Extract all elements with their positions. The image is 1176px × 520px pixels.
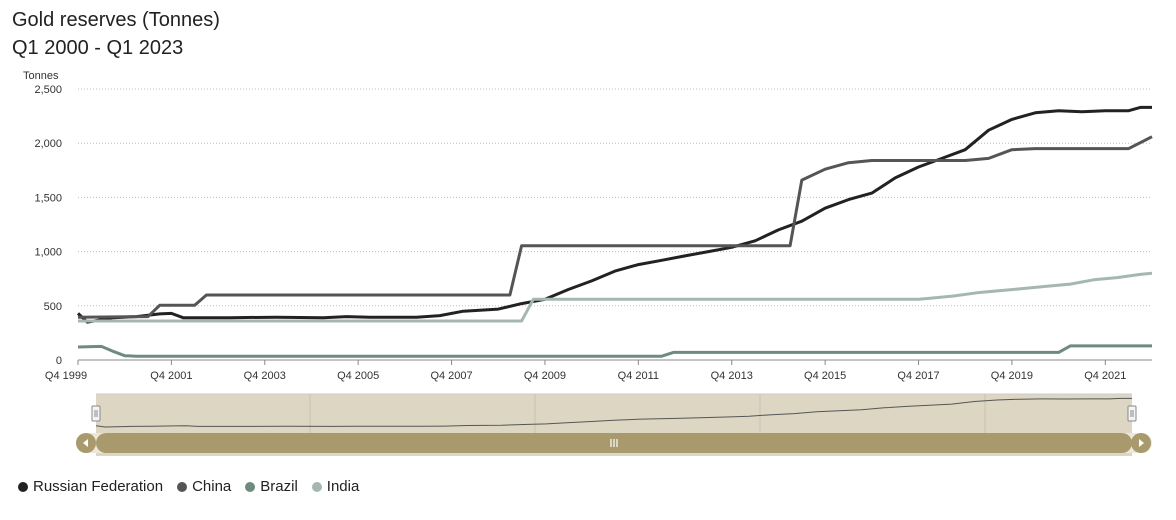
series-line-brazil[interactable] — [77, 344, 1152, 358]
series — [76, 105, 1153, 358]
chart-subtitle: Q1 2000 - Q1 2023 — [12, 37, 184, 59]
x-tick-label: Q4 2011 — [618, 370, 659, 382]
navigator-left-handle[interactable] — [91, 405, 101, 422]
legend-item-china[interactable]: China — [177, 478, 231, 495]
y-tick-label: 500 — [44, 301, 62, 313]
legend: Russian Federation China Brazil India — [18, 478, 373, 495]
chart-svg: Tonnes 0 500 1,000 1,500 2,000 2,500 Q4 1999 Q4… — [23, 70, 1153, 456]
chevron-left-icon — [83, 439, 88, 447]
chevron-right-icon — [1139, 439, 1144, 447]
x-tick-label: Q4 2017 — [897, 370, 939, 382]
chart-title: Gold reserves (Tonnes) — [12, 9, 220, 31]
legend-label: China — [192, 478, 232, 495]
legend-item-india[interactable]: India — [311, 478, 360, 495]
y-tick-label: 1,500 — [34, 192, 62, 204]
y-tick-label: 1,000 — [34, 247, 62, 259]
grid — [78, 88, 1152, 307]
x-tick-label: Q4 2019 — [991, 370, 1033, 382]
y-tick-label: 2,000 — [34, 138, 62, 150]
x-tick-label: Q4 2021 — [1084, 370, 1126, 382]
x-tick-label: Q4 2009 — [524, 370, 566, 382]
x-tick-label: Q4 2001 — [150, 370, 192, 382]
legend-label: Brazil — [260, 478, 298, 495]
series-line-russian-federation[interactable] — [76, 105, 1152, 324]
legend-label: India — [326, 478, 360, 495]
legend-item-russian-federation[interactable]: Russian Federation — [18, 478, 163, 495]
x-tick-label: Q4 2005 — [337, 370, 379, 382]
legend-item-brazil[interactable]: Brazil — [245, 478, 298, 495]
x-tick-label: Q4 2015 — [804, 370, 846, 382]
x-tick-label: Q4 2007 — [430, 370, 472, 382]
axes: Tonnes 0 500 1,000 1,500 2,000 2,500 Q4 1999 Q4… — [23, 70, 1152, 382]
y-tick-label: 2,500 — [34, 84, 62, 96]
x-tick-label: Q4 2003 — [244, 370, 286, 382]
series-line-china[interactable] — [77, 135, 1153, 319]
x-tick-label: Q4 1999 — [45, 370, 87, 382]
x-tick-label: Q4 2013 — [711, 370, 753, 382]
y-axis-label: Tonnes — [23, 70, 59, 82]
navigator-right-handle[interactable] — [1127, 405, 1137, 422]
legend-marker-icon — [245, 481, 256, 492]
chart-title-block: Gold reserves (Tonnes) Q1 2000 - Q1 2023 — [12, 6, 220, 62]
legend-label: Russian Federation — [33, 478, 164, 495]
series-line-india[interactable] — [78, 271, 1153, 323]
navigator-series-line — [95, 397, 1132, 428]
legend-marker-icon — [177, 481, 188, 492]
y-tick-label: 0 — [56, 355, 62, 367]
scrollbar[interactable] — [76, 433, 1152, 453]
legend-marker-icon — [311, 481, 322, 492]
legend-marker-icon — [18, 481, 28, 492]
